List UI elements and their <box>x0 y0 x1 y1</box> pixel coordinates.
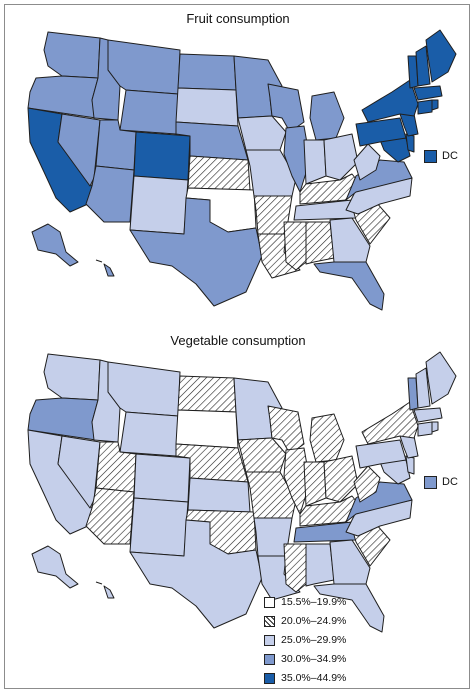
fruit-map-title: Fruit consumption <box>186 11 290 26</box>
state-wi <box>267 405 305 455</box>
state-me <box>425 29 457 83</box>
state-group <box>27 351 457 633</box>
state-ny <box>361 79 419 123</box>
state-ak <box>31 545 79 589</box>
state-ak <box>31 223 79 267</box>
state-wv <box>353 465 381 503</box>
state-fl <box>313 583 385 633</box>
state-wi <box>267 83 305 133</box>
legend-item: 20.0%–24.9% <box>264 615 424 629</box>
state-va <box>345 481 413 523</box>
legend-item: 35.0%–44.9% <box>264 672 424 686</box>
state-ct <box>417 99 433 115</box>
vegetable-dc-label: DC <box>442 476 458 488</box>
legend-swatch <box>264 673 275 684</box>
state-pa <box>355 439 407 469</box>
legend-swatch <box>264 616 275 627</box>
state-wa <box>43 353 101 401</box>
figure-frame <box>4 4 470 689</box>
state-ri <box>431 421 439 433</box>
legend-item: 15.5%–19.9% <box>264 596 424 610</box>
vegetable-dc-swatch <box>424 476 437 489</box>
state-ga <box>329 539 371 585</box>
state-hi <box>95 581 115 599</box>
state-nv <box>57 435 101 509</box>
state-in <box>303 461 327 507</box>
state-pa <box>355 117 407 147</box>
state-ny <box>361 401 419 445</box>
state-ct <box>417 421 433 437</box>
state-me <box>425 351 457 405</box>
state-ri <box>431 99 439 111</box>
state-mi <box>309 413 345 463</box>
state-group <box>27 29 457 311</box>
state-wy <box>119 411 179 457</box>
state-ma <box>413 407 443 423</box>
legend-label: 25.0%–29.9% <box>281 634 347 646</box>
state-nh <box>415 45 431 87</box>
state-ia <box>237 437 287 473</box>
state-nd <box>177 375 237 413</box>
vegetable-map-title: Vegetable consumption <box>170 333 306 348</box>
state-ia <box>237 115 287 151</box>
state-ma <box>413 85 443 101</box>
legend-item: 25.0%–29.9% <box>264 634 424 648</box>
legend-swatch <box>264 654 275 665</box>
state-wv <box>353 143 381 181</box>
legend-label: 30.0%–34.9% <box>281 653 347 665</box>
state-nv <box>57 113 101 187</box>
state-hi <box>95 259 115 277</box>
state-oh <box>323 133 359 181</box>
legend-label: 20.0%–24.9% <box>281 615 347 627</box>
state-al <box>305 543 335 587</box>
legend-item: 30.0%–34.9% <box>264 653 424 667</box>
state-ks <box>187 477 251 513</box>
fruit-dc-swatch <box>424 150 437 163</box>
state-ga <box>329 217 371 263</box>
state-sd <box>175 409 239 449</box>
state-ms <box>283 221 307 271</box>
state-co <box>133 453 191 503</box>
legend-swatch <box>264 635 275 646</box>
state-ms <box>283 543 307 593</box>
state-nm <box>129 497 189 557</box>
state-va <box>345 159 413 201</box>
state-al <box>305 221 335 265</box>
state-fl <box>313 261 385 311</box>
legend-label: 15.5%–19.9% <box>281 596 347 608</box>
state-oh <box>323 455 359 503</box>
legend-swatch <box>264 597 275 608</box>
legend-label: 35.0%–44.9% <box>281 672 347 684</box>
fruit-dc-label: DC <box>442 150 458 162</box>
state-nh <box>415 367 431 409</box>
